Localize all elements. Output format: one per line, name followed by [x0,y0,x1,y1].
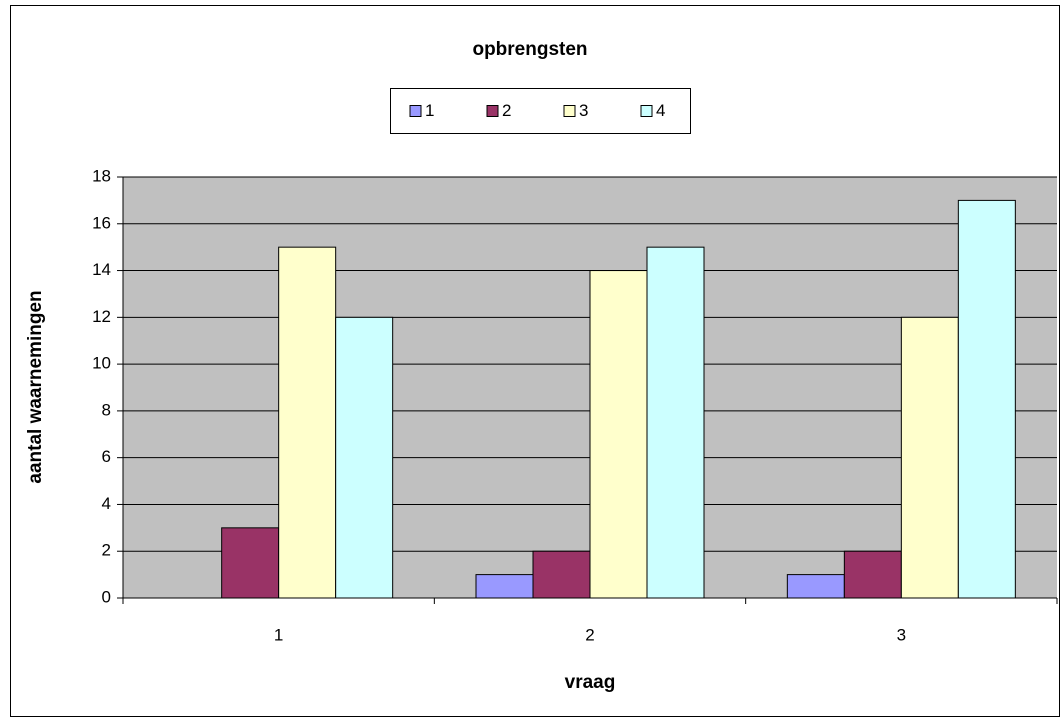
x-tick-label: 1 [274,625,283,644]
y-tick-label: 14 [92,260,111,279]
y-tick-label: 12 [92,307,111,326]
bar [900,316,959,599]
x-axis-label: vraag [565,672,616,693]
y-tick-label: 8 [102,400,111,419]
legend-label: 1 [425,101,434,120]
bar [335,316,394,599]
y-axis-label: aantal waarnemingen [25,290,46,483]
y-tick-label: 18 [92,166,111,185]
bar [589,270,648,599]
bar [278,246,337,599]
bar [646,246,705,599]
bar [843,550,902,599]
legend-swatch [640,105,653,117]
bar [221,527,280,599]
chart-title: opbrengsten [472,39,587,60]
y-tick-label: 10 [92,354,111,373]
y-tick-label: 16 [92,213,111,232]
legend-label: 3 [579,101,588,120]
x-tick-label: 3 [897,625,906,644]
legend-swatch [563,105,576,117]
bar [786,574,845,599]
legend-swatch [409,105,422,117]
y-tick-label: 6 [102,447,111,466]
bar [475,574,534,599]
y-tick-label: 4 [102,494,111,513]
y-tick-label: 0 [102,587,111,606]
x-tick-label: 2 [585,625,594,644]
bar [957,199,1016,599]
legend-label: 4 [656,101,665,120]
legend-swatch [486,105,499,117]
legend-label: 2 [502,101,511,120]
bar [532,550,591,599]
y-tick-label: 2 [102,541,111,560]
